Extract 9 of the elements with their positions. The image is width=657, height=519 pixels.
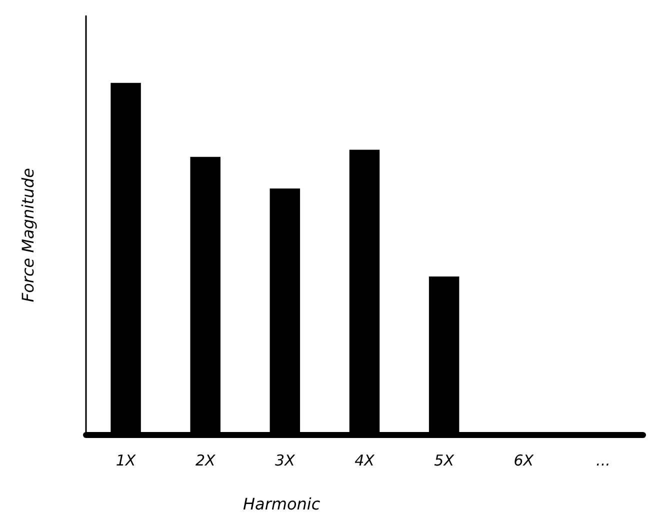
x-tick-label: 1X [116, 452, 136, 470]
x-tick-label: ... [596, 452, 610, 470]
y-axis-title: Force Magnitude [18, 168, 38, 302]
x-tick-label: 3X [275, 452, 296, 470]
x-tick-label: 6X [514, 452, 534, 470]
x-tick-label: 2X [195, 452, 216, 470]
x-tick-label: 5X [434, 452, 455, 470]
x-axis-title: Harmonic [243, 494, 320, 514]
x-tick-label: 4X [354, 452, 376, 470]
